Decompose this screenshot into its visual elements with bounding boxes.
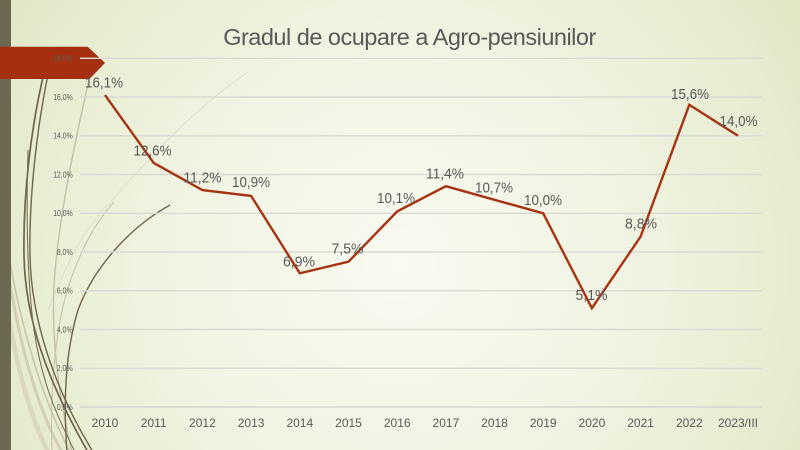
- svg-text:2013: 2013: [238, 416, 265, 430]
- svg-text:8,8%: 8,8%: [625, 216, 657, 233]
- svg-text:10,7%: 10,7%: [475, 180, 513, 197]
- svg-text:2023/III: 2023/III: [718, 416, 758, 430]
- svg-text:2,0%: 2,0%: [57, 363, 73, 373]
- svg-text:6,9%: 6,9%: [283, 254, 315, 271]
- svg-text:18,0%: 18,0%: [53, 53, 73, 63]
- svg-text:10,0%: 10,0%: [53, 208, 73, 218]
- svg-text:2015: 2015: [335, 416, 362, 430]
- svg-text:2014: 2014: [286, 416, 313, 430]
- svg-text:5,1%: 5,1%: [576, 287, 608, 304]
- svg-text:2018: 2018: [481, 416, 508, 430]
- svg-text:2016: 2016: [384, 416, 411, 430]
- svg-text:Gradul de ocupare a Agro-pensi: Gradul de ocupare a Agro-pensiunilor: [223, 24, 596, 50]
- svg-text:10,9%: 10,9%: [232, 174, 270, 191]
- svg-text:2011: 2011: [141, 416, 167, 430]
- svg-text:2019: 2019: [530, 416, 557, 430]
- svg-text:6,0%: 6,0%: [57, 286, 73, 296]
- svg-text:4,0%: 4,0%: [57, 324, 73, 334]
- svg-text:10,1%: 10,1%: [377, 190, 415, 207]
- svg-text:14,0%: 14,0%: [720, 113, 758, 130]
- svg-text:2022: 2022: [676, 416, 703, 430]
- svg-text:2010: 2010: [92, 416, 119, 430]
- svg-text:8,0%: 8,0%: [57, 247, 73, 257]
- svg-text:2020: 2020: [579, 416, 606, 430]
- svg-text:11,4%: 11,4%: [426, 166, 464, 183]
- svg-text:12,0%: 12,0%: [53, 169, 73, 179]
- svg-text:2012: 2012: [189, 416, 216, 430]
- svg-text:11,2%: 11,2%: [184, 169, 222, 186]
- svg-text:2017: 2017: [433, 416, 460, 430]
- svg-text:16,0%: 16,0%: [53, 92, 73, 102]
- svg-text:15,6%: 15,6%: [671, 86, 709, 103]
- svg-text:0,0%: 0,0%: [57, 402, 73, 412]
- svg-text:2021: 2021: [627, 416, 654, 430]
- svg-text:10,0%: 10,0%: [524, 192, 562, 209]
- svg-text:16,1%: 16,1%: [85, 74, 123, 91]
- svg-text:14,0%: 14,0%: [53, 131, 73, 141]
- svg-text:12,6%: 12,6%: [134, 142, 172, 159]
- svg-text:7,5%: 7,5%: [332, 241, 364, 258]
